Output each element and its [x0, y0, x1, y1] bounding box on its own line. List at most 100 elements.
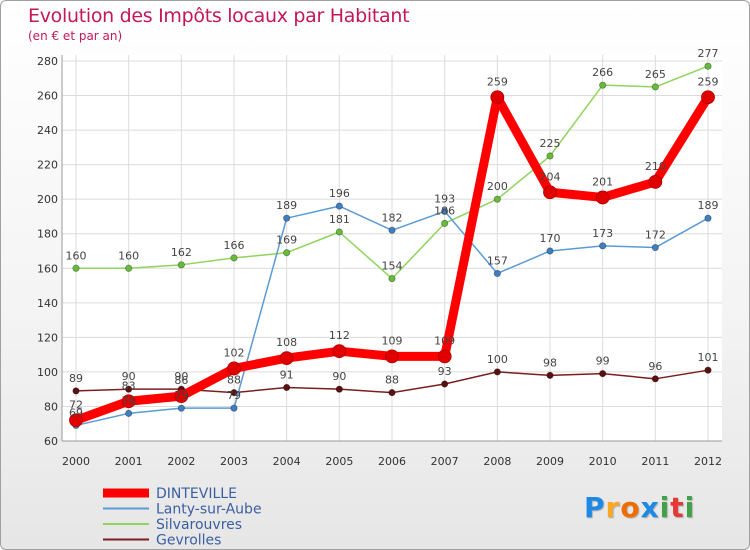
data-label-dinteville: 259 [487, 75, 508, 88]
x-tick-label: 2007 [431, 455, 459, 468]
data-label-silvarouvres: 181 [329, 213, 350, 226]
x-tick-label: 2004 [273, 455, 301, 468]
logo-letter: i [684, 491, 696, 524]
legend: DINTEVILLELanty-sur-AubeSilvarouvresGevr… [103, 486, 262, 549]
data-point-lanty-sur-aube [546, 247, 554, 255]
data-point-silvarouvres [283, 249, 291, 257]
x-tick-label: 2011 [641, 455, 669, 468]
data-point-lanty-sur-aube [335, 202, 343, 210]
chart-subtitle: (en € et par an) [28, 29, 123, 43]
data-point-dinteville [543, 185, 557, 200]
x-tick-label: 2000 [62, 455, 90, 468]
legend-label-gevrolles: Gevrolles [156, 533, 221, 549]
data-label-lanty-sur-aube: 189 [698, 199, 719, 212]
data-label-silvarouvres: 162 [171, 246, 192, 259]
data-label-lanty-sur-aube: 182 [382, 211, 403, 224]
data-point-silvarouvres [704, 62, 712, 70]
x-tick-label: 2001 [115, 455, 143, 468]
data-point-lanty-sur-aube [283, 214, 291, 222]
data-label-gevrolles: 90 [122, 370, 136, 383]
data-label-gevrolles: 96 [648, 360, 662, 373]
data-point-silvarouvres [177, 261, 185, 269]
y-tick-label: 120 [37, 331, 58, 344]
data-label-lanty-sur-aube: 196 [329, 187, 350, 200]
data-point-gevrolles [125, 385, 133, 393]
axis-layer: 60 80 100 120 140 160 180 200 220 240 260 280 2000 20… [37, 55, 722, 468]
data-point-dinteville [279, 351, 294, 365]
data-label-lanty-sur-aube: 157 [487, 254, 508, 267]
data-label-lanty-sur-aube: 69 [69, 406, 83, 419]
data-point-dinteville [648, 175, 663, 189]
data-label-lanty-sur-aube: 79 [174, 389, 188, 402]
data-point-lanty-sur-aube [651, 243, 659, 252]
data-point-gevrolles [704, 366, 712, 374]
data-point-silvarouvres [72, 264, 80, 272]
data-label-dinteville: 86 [174, 374, 188, 387]
data-point-silvarouvres [651, 83, 659, 91]
y-tick-label: 260 [37, 90, 58, 103]
data-label-lanty-sur-aube: 172 [645, 229, 666, 242]
data-label-dinteville: 204 [540, 170, 561, 183]
data-label-silvarouvres: 169 [276, 234, 297, 247]
logo-letter: x [640, 491, 660, 524]
data-point-gevrolles [335, 385, 343, 393]
data-label-gevrolles: 100 [487, 353, 508, 366]
logo-letter: P [584, 491, 606, 524]
y-tick-label: 80 [44, 400, 58, 413]
data-point-lanty-sur-aube [599, 242, 607, 250]
data-point-gevrolles [230, 389, 238, 397]
data-point-gevrolles [493, 368, 501, 376]
data-point-lanty-sur-aube [704, 214, 712, 222]
y-tick-label: 140 [37, 297, 58, 310]
data-label-gevrolles: 90 [174, 370, 188, 383]
data-label-gevrolles: 93 [438, 365, 452, 378]
y-tick-label: 100 [37, 366, 58, 379]
x-tick-label: 2002 [167, 455, 195, 468]
data-point-dinteville [437, 349, 452, 364]
y-tick-label: 180 [37, 228, 58, 241]
data-point-dinteville [121, 394, 136, 409]
data-label-dinteville: 109 [434, 334, 455, 347]
data-label-silvarouvres: 200 [487, 180, 508, 193]
legend-label-lanty-sur-aube: Lanty-sur-Aube [156, 502, 262, 518]
y-tick-label: 240 [37, 124, 58, 137]
data-label-silvarouvres: 225 [540, 137, 561, 150]
data-point-lanty-sur-aube [177, 404, 185, 412]
data-label-silvarouvres: 160 [118, 249, 139, 262]
grid-layer [62, 55, 722, 442]
data-label-gevrolles: 98 [543, 356, 557, 369]
data-point-dinteville [385, 349, 399, 364]
data-point-gevrolles [599, 370, 607, 378]
data-label-silvarouvres: 154 [382, 260, 403, 273]
data-label-dinteville: 83 [122, 379, 136, 392]
series-layer [69, 62, 715, 430]
data-label-dinteville: 72 [69, 398, 83, 411]
x-tick-label: 2003 [220, 455, 248, 468]
logo-letter: r [605, 491, 621, 524]
x-tick-label: 2009 [536, 455, 564, 468]
data-point-dinteville [69, 413, 83, 428]
data-label-silvarouvres: 266 [592, 66, 613, 79]
data-label-gevrolles: 89 [69, 372, 83, 385]
data-label-dinteville: 102 [224, 346, 245, 359]
data-point-dinteville [595, 190, 610, 205]
x-tick-label: 2012 [694, 455, 722, 468]
data-label-lanty-sur-aube: 76 [122, 394, 136, 407]
data-point-gevrolles [546, 371, 554, 379]
data-point-gevrolles [283, 383, 291, 392]
data-point-lanty-sur-aube [493, 269, 501, 278]
data-point-dinteville [490, 90, 505, 105]
data-label-dinteville: 259 [698, 75, 719, 88]
data-point-lanty-sur-aube [441, 207, 449, 215]
data-label-gevrolles: 90 [332, 370, 346, 383]
y-tick-label: 60 [44, 435, 58, 448]
data-label-gevrolles: 88 [227, 374, 241, 387]
data-point-gevrolles [441, 380, 449, 388]
data-point-silvarouvres [599, 81, 607, 89]
data-label-layer: 89 90 90 88 91 90 88 93 100 98 99 96 101 160 160 162 166… [66, 47, 719, 419]
data-point-silvarouvres [125, 264, 133, 272]
data-point-silvarouvres [493, 195, 501, 203]
data-point-silvarouvres [388, 275, 396, 283]
